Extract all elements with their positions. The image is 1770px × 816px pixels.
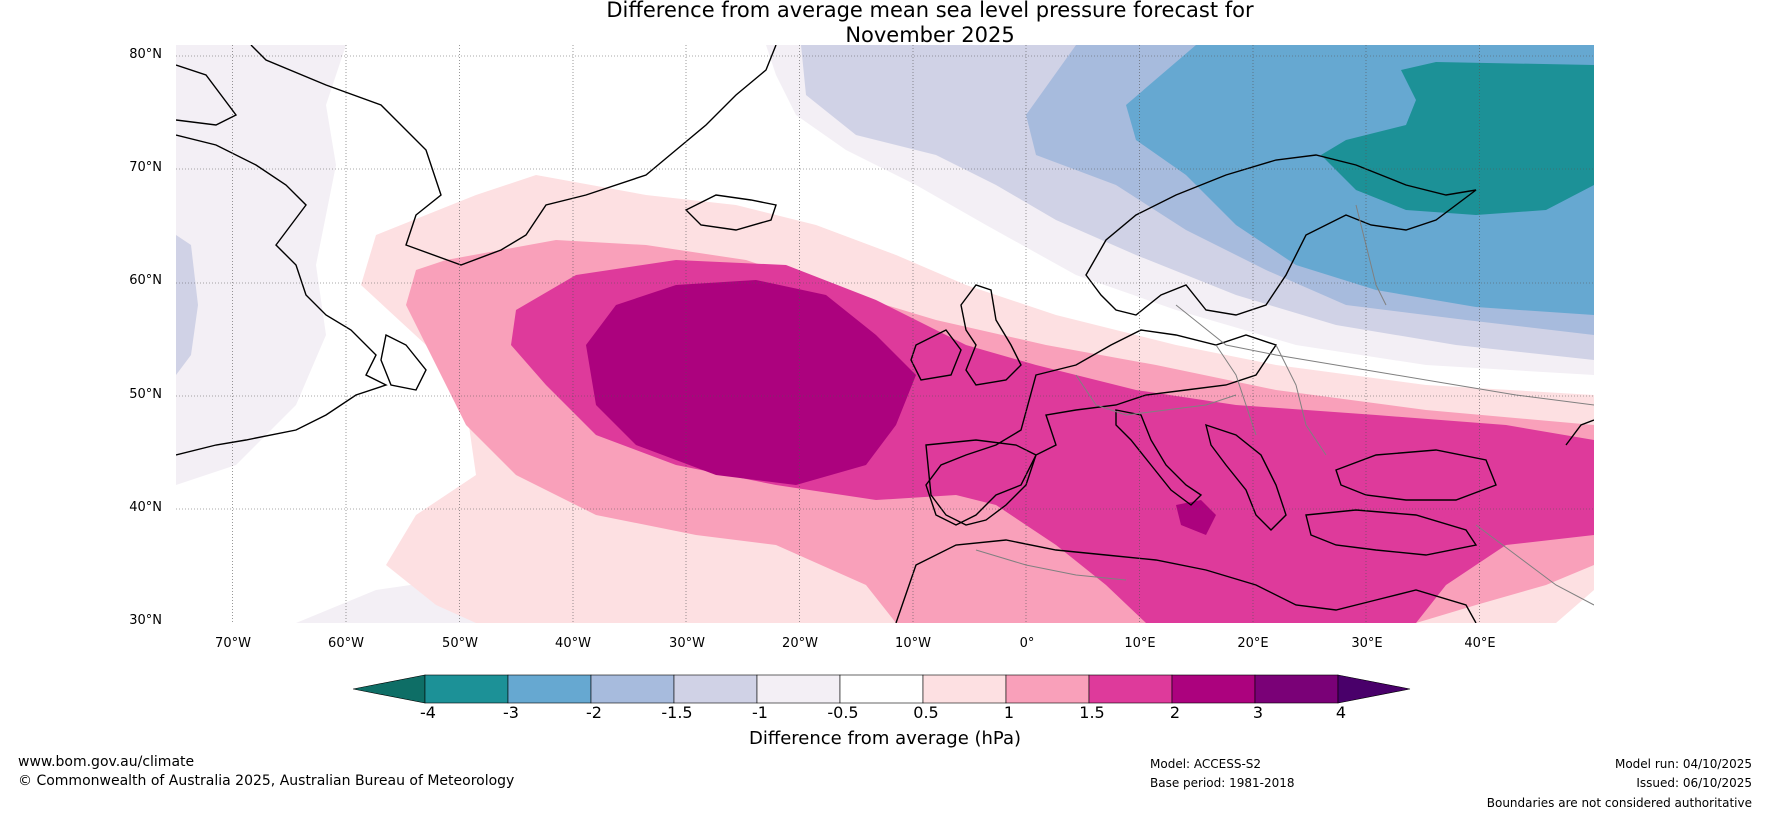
coast-labrador (176, 134, 388, 456)
lon-label-20w: 20°W (782, 636, 818, 651)
lat-label-30n: 30°N (129, 613, 162, 628)
coast-iberia (925, 439, 1037, 526)
coast-northafrica (895, 539, 1477, 623)
contour-neg1-west (176, 235, 198, 375)
coast-italy (1115, 409, 1203, 506)
coast-newfoundland (380, 333, 427, 391)
contour-neg3-north (1321, 62, 1594, 215)
colorbar-segment (1254, 674, 1339, 704)
colorbar-extend-low (352, 674, 426, 704)
chart-title: Difference from average mean sea level p… (0, 0, 1770, 48)
colorbar-tick-pos1: 1 (1003, 703, 1015, 722)
lon-label-10w: 10°W (895, 636, 931, 651)
colorbar-extend-high (1337, 674, 1411, 704)
coast-balkans (1205, 423, 1287, 531)
footer-website: www.bom.gov.au/climate (18, 754, 195, 770)
colorbar-segment (756, 674, 841, 704)
colorbar-tick-neg1: -1 (752, 703, 768, 722)
colorbar-segment (1171, 674, 1256, 704)
colorbar-segment (922, 674, 1007, 704)
lon-label-20e: 20°E (1237, 636, 1269, 651)
colorbar-tick-pos4: 4 (1335, 703, 1347, 722)
footer-copyright: © Commonwealth of Australia 2025, Austra… (18, 773, 515, 789)
coastlines (176, 45, 1594, 623)
colorbar-segment (590, 674, 675, 704)
title-line-1: Difference from average mean sea level p… (606, 0, 1254, 22)
colorbar (352, 674, 1419, 708)
footer-base-period: Base period: 1981-2018 (1150, 776, 1295, 790)
colorbar-tick-neg3: -3 (503, 703, 519, 722)
colorbar-segment (1088, 674, 1173, 704)
colorbar-tick-neg4: -4 (420, 703, 436, 722)
colorbar-segment (673, 674, 758, 704)
coast-caspian (1565, 419, 1594, 446)
title-line-2: November 2025 (845, 23, 1015, 47)
colorbar-tick-pos05: 0.5 (913, 703, 939, 722)
colorbar-segment (507, 674, 592, 704)
contour-pos2 (586, 280, 916, 485)
coast-ireland (910, 329, 962, 381)
lat-label-50n: 50°N (129, 387, 162, 402)
lat-label-40n: 40°N (129, 500, 162, 515)
lon-label-0: 0° (1019, 636, 1035, 651)
coast-britain (960, 284, 1022, 386)
lon-label-60w: 60°W (328, 636, 364, 651)
colorbar-tick-pos2: 2 (1169, 703, 1181, 722)
colorbar-segment (424, 674, 509, 704)
contour-neg05-west (176, 45, 346, 485)
colorbar-svg (352, 674, 1411, 704)
lon-label-30e: 30°E (1351, 636, 1383, 651)
lat-label-60n: 60°N (129, 273, 162, 288)
lon-label-10e: 10°E (1124, 636, 1156, 651)
colorbar-segment (839, 674, 924, 704)
coast-baffin (176, 64, 238, 126)
colorbar-tick-neg15: -1.5 (661, 703, 693, 722)
coast-turkey (1305, 509, 1478, 556)
footer-model-run: Model run: 04/10/2025 (1614, 757, 1752, 771)
lat-label-70n: 70°N (129, 160, 162, 175)
footer-issued: Issued: 06/10/2025 (1636, 776, 1752, 790)
coast-europe (925, 329, 1278, 526)
lon-label-40e: 40°E (1464, 636, 1496, 651)
lon-label-30w: 30°W (669, 636, 705, 651)
lon-label-70w: 70°W (215, 636, 251, 651)
colorbar-tick-neg05: -0.5 (827, 703, 859, 722)
footer-model: Model: ACCESS-S2 (1150, 757, 1262, 771)
coast-greenland (250, 45, 777, 266)
lat-label-80n: 80°N (129, 47, 162, 62)
contour-pos15-blacksea (1336, 455, 1506, 520)
lon-label-50w: 50°W (442, 636, 478, 651)
coast-scandinavia (1085, 154, 1477, 316)
footer-disclaimer: Boundaries are not considered authoritat… (1486, 796, 1752, 810)
pressure-anomaly-map (176, 45, 1594, 623)
colorbar-segment (1005, 674, 1090, 704)
colorbar-tick-neg2: -2 (586, 703, 602, 722)
colorbar-title: Difference from average (hPa) (748, 728, 1022, 749)
colorbar-tick-pos3: 3 (1252, 703, 1264, 722)
colorbar-tick-pos15: 1.5 (1079, 703, 1105, 722)
lon-label-40w: 40°W (555, 636, 591, 651)
graticule (176, 45, 1594, 623)
coast-blacksea (1335, 449, 1497, 501)
coast-iceland (684, 194, 777, 231)
map-svg (176, 45, 1594, 623)
